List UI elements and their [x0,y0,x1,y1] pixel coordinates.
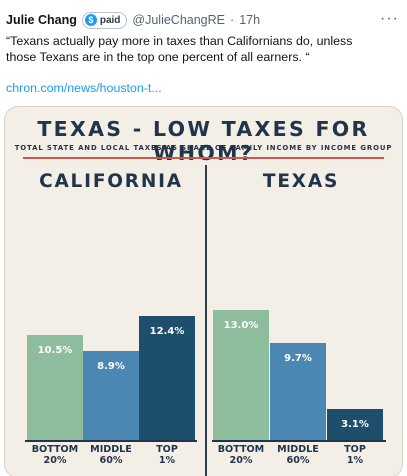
category-label-line2: 60% [99,455,123,466]
category-label-line1: TOP [344,444,366,455]
bar-texas-2 [327,409,383,440]
category-label-line2: 1% [158,455,176,466]
paid-badge-label: paid [99,14,121,26]
chart-subtitle: TOTAL STATE AND LOCAL TAXES AS SHARE OF … [14,144,393,152]
baseline-california [25,440,197,442]
article-link[interactable]: chron.com/news/houston-t... [6,81,162,95]
value-label-california-0: 10.5% [38,345,73,356]
category-label-california-1: MIDDLE 60% [81,444,141,466]
value-label-texas-0: 13.0% [224,320,259,331]
category-label-california-0: BOTTOM 20% [25,444,85,466]
category-label-texas-2: TOP 1% [325,444,385,466]
category-label-line1: TOP [156,444,178,455]
tweet-text: “Texans actually pay more in taxes than … [6,34,353,64]
paid-badge[interactable]: $ paid [81,11,128,29]
author-name[interactable]: Julie Chang [6,13,77,27]
bar-california-1 [83,351,139,440]
baseline-texas [212,440,386,442]
separator-dot: · [230,13,235,27]
bar-texas-0 [213,310,269,440]
group-label-california: CALIFORNIA [39,171,183,192]
bar-texas-1 [270,343,326,440]
category-label-line2: 20% [229,455,253,466]
value-label-texas-1: 9.7% [284,353,312,364]
category-label-line1: BOTTOM [31,444,79,455]
group-divider [205,165,207,476]
category-label-line1: MIDDLE [90,444,132,455]
bar-california-2 [139,316,195,440]
category-label-line1: MIDDLE [277,444,319,455]
value-label-texas-2: 3.1% [341,419,369,430]
author-handle[interactable]: @JulieChangRE [132,13,226,27]
tweet-header: Julie Chang $ paid @JulieChangRE · 17h ·… [6,10,401,30]
title-rule [23,157,384,159]
category-label-texas-0: BOTTOM 20% [211,444,271,466]
value-label-california-1: 8.9% [97,361,125,372]
dollar-icon: $ [84,14,97,26]
category-label-texas-1: MIDDLE 60% [268,444,328,466]
category-label-line2: 1% [346,455,364,466]
category-label-line1: BOTTOM [217,444,265,455]
bar-california-0 [27,335,83,440]
category-label-california-2: TOP 1% [137,444,197,466]
chart-title: TEXAS - LOW TAXES FOR WHOM? [37,117,370,165]
post-time[interactable]: 17h [239,13,261,27]
more-icon[interactable]: ··· [380,10,399,27]
value-label-california-2: 12.4% [150,326,185,337]
group-label-texas: TEXAS [262,171,340,192]
category-label-line2: 20% [43,455,67,466]
chart-image[interactable]: TEXAS - LOW TAXES FOR WHOM? TOTAL STATE … [4,106,403,476]
category-label-line2: 60% [286,455,310,466]
bar-chart: 10.5% 8.9% 12.4% 13.0% 9.7% 3.1% [27,310,383,440]
